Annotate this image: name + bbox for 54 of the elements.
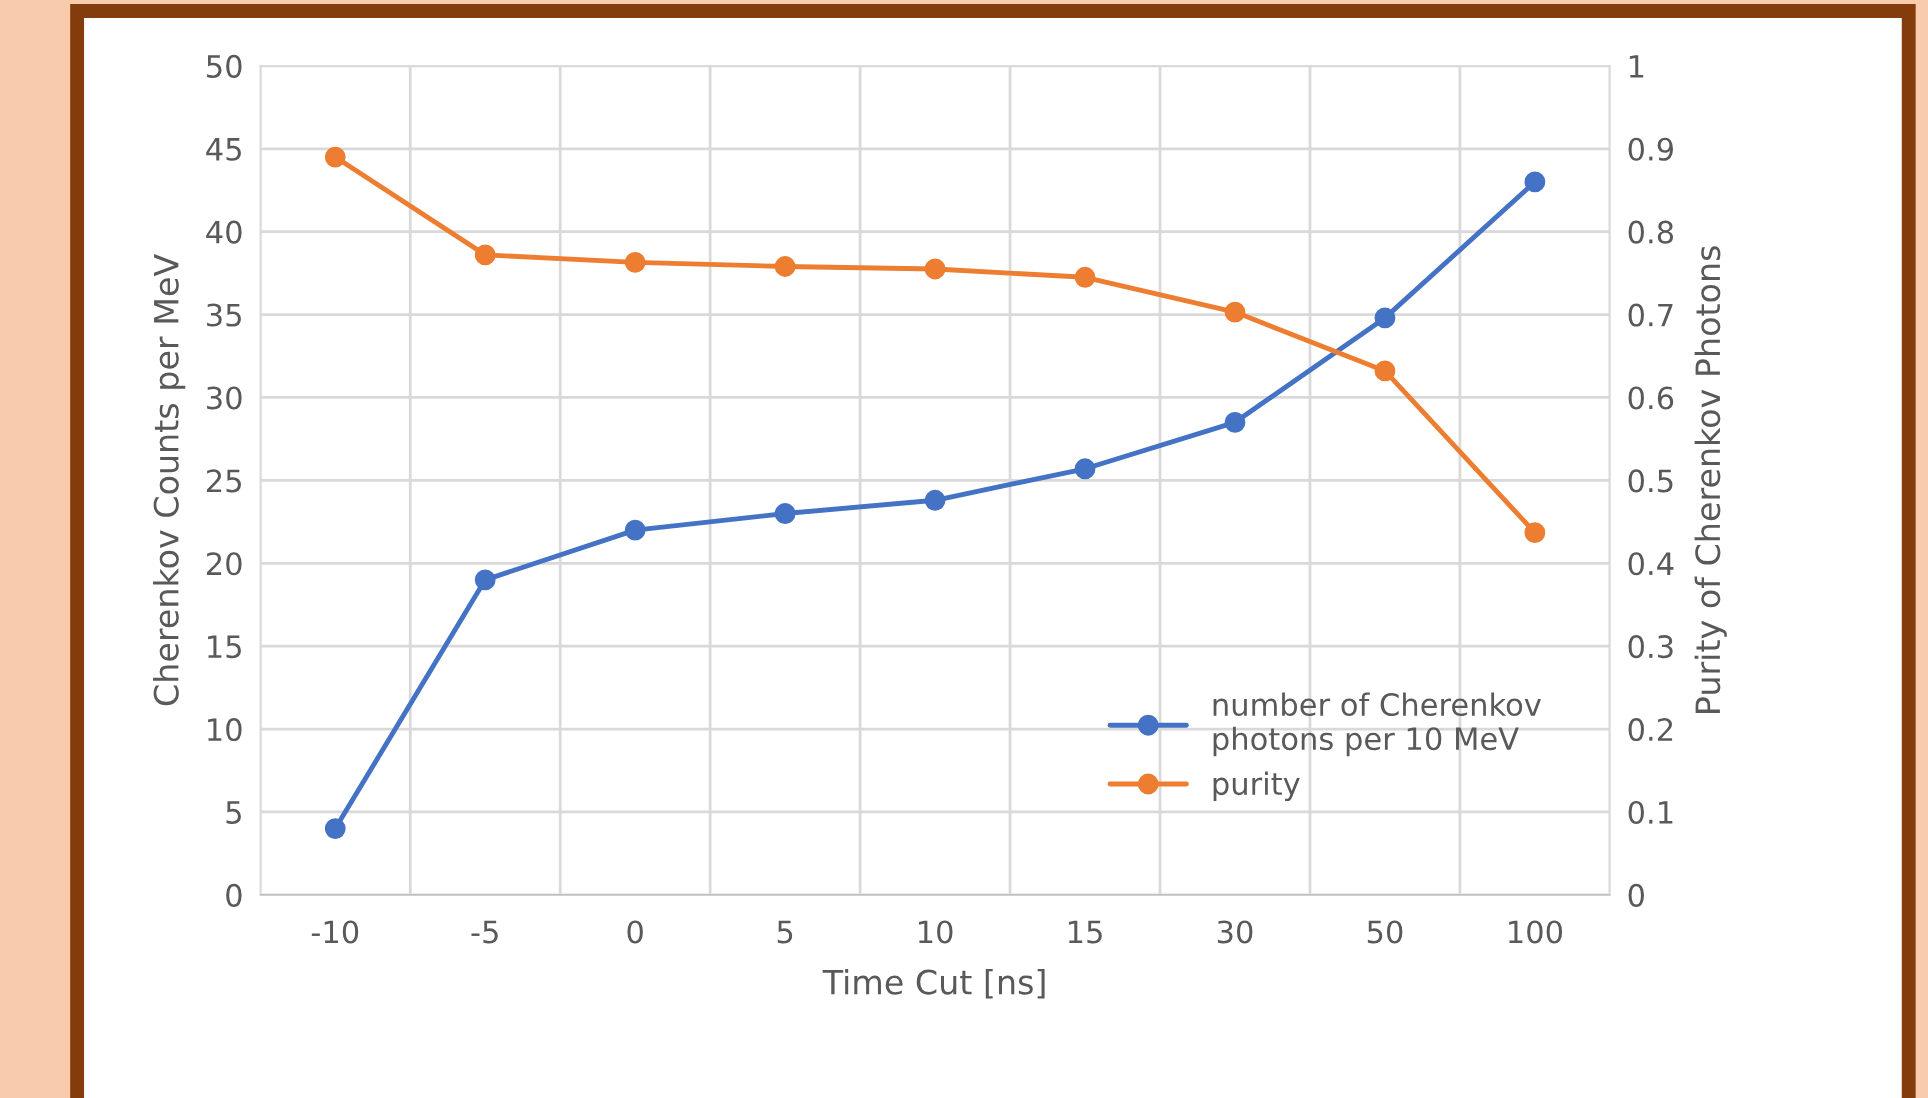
y-tick-label: 40 xyxy=(206,220,242,244)
y2-tick-label: 1 xyxy=(1629,55,1644,78)
y-tick-label: 0 xyxy=(226,883,242,907)
y2-tick-label: 0.6 xyxy=(1628,386,1674,410)
y-tick-label: 30 xyxy=(207,386,242,410)
y2-tick-label: 0.7 xyxy=(1628,303,1673,327)
x-tick-label: 0 xyxy=(627,920,643,944)
point xyxy=(1224,411,1246,433)
y-tick-label: 5 xyxy=(226,801,241,825)
y-tick-label: 10 xyxy=(208,718,242,742)
point xyxy=(474,569,496,591)
y2-tick-label: 0 xyxy=(1628,883,1644,907)
y-tick-label: 25 xyxy=(206,469,241,493)
x-tick-label: 30 xyxy=(1217,920,1253,944)
x-tick-label: -10 xyxy=(311,920,359,944)
x-tick-label: -5 xyxy=(471,920,498,944)
y2-tick-label: 0.4 xyxy=(1628,552,1674,576)
point xyxy=(324,818,346,839)
x-tick-label: 10 xyxy=(919,920,953,944)
point xyxy=(474,244,496,266)
point xyxy=(774,256,796,277)
y2-tick-label: 0.8 xyxy=(1628,220,1674,244)
point xyxy=(1524,522,1546,544)
y-tick-label: 35 xyxy=(207,303,241,327)
point xyxy=(924,258,946,280)
x-tick-label: 5 xyxy=(777,920,793,944)
y-tick-label: 50 xyxy=(207,54,242,78)
legend-label: purity xyxy=(1213,771,1300,802)
x-tick-label: 15 xyxy=(1068,920,1102,944)
x-axis-title: Time Cut [ns] xyxy=(822,968,1045,999)
point xyxy=(624,251,646,273)
y2-tick-label: 0.9 xyxy=(1628,137,1673,161)
point xyxy=(624,519,646,541)
y2-tick-label: 0.5 xyxy=(1628,469,1673,493)
point xyxy=(324,146,346,168)
y-tick-label: 20 xyxy=(206,552,242,576)
point xyxy=(924,489,946,511)
x-tick-label: 100 xyxy=(1509,920,1563,944)
point xyxy=(774,503,796,524)
y2-axis-title: Purity of Cherenkov Photons xyxy=(1694,246,1727,713)
y-axis-title: Cherenkov Counts per MeV xyxy=(153,254,186,706)
y2-tick-label: 0.3 xyxy=(1628,635,1673,659)
point xyxy=(1224,301,1246,323)
y-tick-label: 15 xyxy=(208,635,241,659)
y2-tick-label: 0.1 xyxy=(1628,800,1673,825)
x-tick-label: 50 xyxy=(1367,920,1403,944)
point xyxy=(1374,360,1396,382)
legend-label: number of Cherenkov photons per 10 MeV xyxy=(1213,692,1541,757)
point xyxy=(1074,458,1096,480)
point xyxy=(1524,171,1546,193)
point xyxy=(1374,307,1396,329)
y2-tick-label: 0.2 xyxy=(1628,718,1673,742)
y-tick-label: 45 xyxy=(206,138,241,161)
point xyxy=(1074,266,1096,288)
